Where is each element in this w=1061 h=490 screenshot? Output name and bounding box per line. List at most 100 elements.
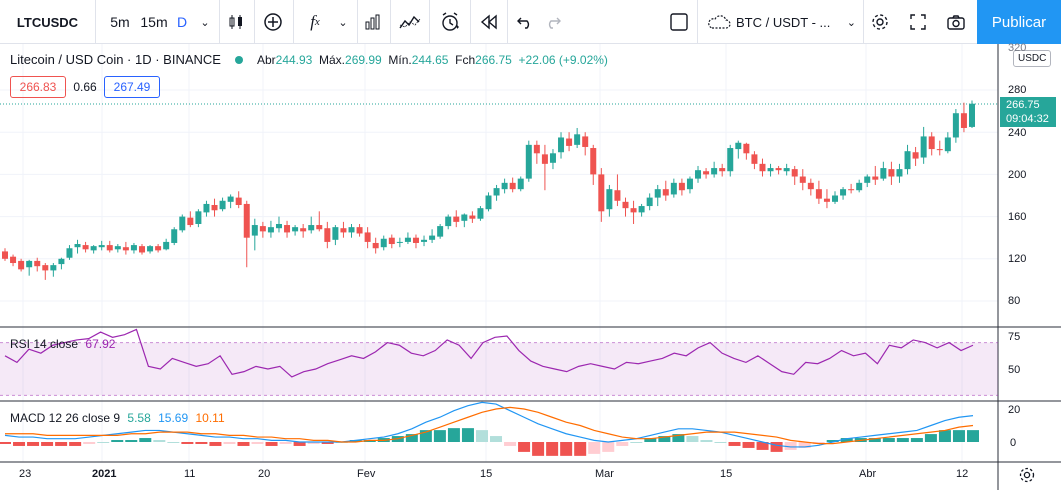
alarm-clock-icon[interactable] — [436, 0, 464, 44]
candle-body — [477, 208, 484, 219]
macd-histogram-bar — [602, 442, 615, 452]
x-tick-text: 2021 — [92, 468, 117, 480]
layout-square-icon[interactable] — [667, 0, 691, 44]
gear-icon[interactable] — [866, 0, 894, 44]
undo-icon[interactable] — [513, 0, 537, 44]
macd-histogram-bar — [826, 440, 839, 442]
macd-line — [4, 401, 974, 448]
candle-body — [670, 182, 677, 195]
candle-body — [34, 260, 41, 267]
candle-body — [775, 168, 782, 171]
low-label: Mín. — [388, 52, 412, 67]
y-tick-text: 80 — [1008, 295, 1021, 307]
y-tick-text: 320 — [1008, 42, 1027, 54]
macd-line-value: 15.69 — [158, 411, 189, 425]
candles-icon[interactable] — [224, 0, 248, 44]
replay-icon[interactable] — [476, 0, 502, 44]
candle-body — [686, 178, 693, 190]
publish-button[interactable]: Publicar — [977, 0, 1061, 44]
camera-icon[interactable] — [942, 0, 970, 44]
candle-body — [695, 170, 702, 179]
macd-tick: 0 — [1010, 437, 1016, 449]
x-tick: 23 — [19, 468, 31, 480]
plus-circle-icon[interactable] — [260, 0, 286, 44]
x-tick: Mar — [595, 468, 614, 480]
candle-body — [138, 246, 145, 253]
candle-body — [654, 189, 661, 198]
candle-body — [493, 188, 500, 196]
cloud-icon — [708, 15, 731, 29]
candle-body — [848, 189, 855, 191]
bid-price-box[interactable]: 266.83 — [10, 76, 66, 98]
candle-body — [26, 260, 33, 268]
fullscreen-icon[interactable] — [904, 0, 932, 44]
candle-countdown: 09:04:32 — [1006, 113, 1049, 125]
macd-histogram-bar — [574, 442, 587, 456]
candle-body — [340, 228, 347, 233]
candle-body — [598, 174, 605, 212]
macd-histogram-bar — [69, 442, 82, 446]
toolbar-divider — [429, 0, 430, 44]
candle-body — [284, 225, 291, 233]
candle-body — [759, 163, 766, 172]
macd-histogram-bar — [405, 434, 418, 442]
candle-body — [122, 247, 129, 251]
price-chart[interactable] — [0, 44, 1061, 490]
compare-chart-icon[interactable] — [397, 0, 423, 44]
redo-icon[interactable] — [541, 0, 565, 44]
rsi-legend: RSI 14 close 67.92 — [10, 337, 115, 351]
interval-5m[interactable]: 5m — [106, 0, 134, 44]
x-tick-text: Fev — [357, 468, 376, 480]
candle-body — [743, 143, 750, 154]
macd-histogram-bar — [111, 440, 124, 442]
candle-body — [324, 228, 331, 242]
ask-price-box[interactable]: 267.49 — [104, 76, 160, 98]
candle-body — [880, 168, 887, 179]
x-tick-text: 11 — [184, 468, 196, 480]
candle-body — [606, 189, 613, 210]
candle-body — [815, 189, 822, 199]
candle-body — [437, 226, 444, 237]
low-value: 244.65 — [411, 52, 449, 67]
x-tick: 11 — [184, 468, 195, 480]
macd-histogram-bar — [686, 436, 699, 442]
x-tick: 15 — [480, 468, 492, 480]
chevron-down-icon[interactable]: ⌄ — [338, 16, 348, 29]
macd-histogram-bar — [223, 442, 236, 444]
macd-histogram-bar — [195, 442, 208, 444]
close-value: 266.75 — [475, 52, 512, 67]
candle-body — [969, 103, 975, 127]
macd-histogram-bar — [742, 442, 755, 448]
interval-15m[interactable]: 15m — [138, 0, 170, 44]
x-tick-text: 15 — [720, 468, 733, 480]
candle-body — [404, 237, 411, 242]
macd-histogram-bar — [13, 442, 26, 446]
candle-body — [533, 144, 540, 154]
macd-histogram-bar — [251, 442, 264, 444]
last-price-label: 266.75 09:04:32 — [1000, 97, 1056, 127]
macd-histogram-bar — [167, 442, 180, 443]
candle-body — [445, 216, 452, 227]
gear-icon[interactable] — [1018, 466, 1036, 489]
candle-body — [356, 227, 363, 234]
candle-body — [372, 242, 379, 249]
macd-histogram-bar — [504, 442, 517, 446]
financials-icon[interactable] — [362, 0, 384, 44]
chevron-down-icon[interactable]: ⌄ — [200, 16, 210, 29]
interval-d[interactable]: D — [172, 0, 192, 44]
candle-body — [944, 137, 951, 152]
macd-histogram-bar — [784, 442, 797, 450]
candle-body — [727, 148, 734, 172]
candle-body — [74, 244, 81, 248]
compare-symbol-selector[interactable]: BTC / USDT - ... ⌄ — [700, 8, 860, 36]
candle-body — [388, 237, 395, 245]
x-tick: 15 — [720, 468, 732, 480]
y-tick: 280 — [1008, 84, 1026, 96]
symbol-search[interactable]: LTCUSDC — [0, 0, 95, 44]
currency-badge[interactable]: USDC — [1013, 50, 1052, 67]
macd-histogram-bar — [265, 442, 278, 446]
macd-histogram-bar — [546, 442, 559, 456]
candle-body — [18, 260, 25, 270]
macd-histogram-bar — [27, 442, 40, 446]
